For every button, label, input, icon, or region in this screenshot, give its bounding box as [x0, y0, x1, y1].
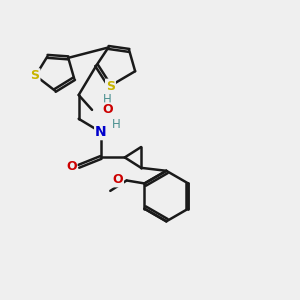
Text: S: S [106, 80, 115, 93]
Text: N: N [95, 125, 107, 139]
Text: O: O [112, 173, 123, 186]
Text: O: O [66, 160, 76, 173]
Text: O: O [102, 103, 113, 116]
Text: H: H [103, 93, 112, 106]
Text: H: H [111, 118, 120, 131]
Text: S: S [31, 69, 40, 82]
